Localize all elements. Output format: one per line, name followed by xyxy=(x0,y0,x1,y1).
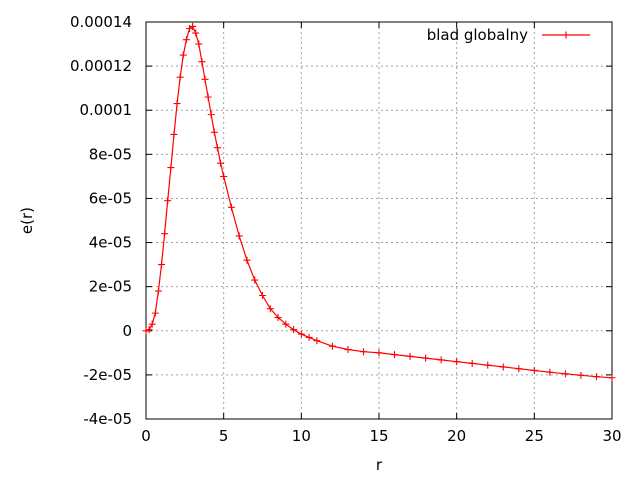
data-point xyxy=(391,351,399,359)
data-point xyxy=(305,333,313,341)
data-point xyxy=(499,363,507,371)
legend: blad globalny xyxy=(427,26,590,44)
data-point xyxy=(313,337,321,345)
data-point xyxy=(192,29,200,37)
y-tick-label: 0.00014 xyxy=(70,13,132,31)
data-point xyxy=(468,359,476,367)
x-tick-label: 30 xyxy=(602,427,621,445)
data-point xyxy=(158,261,166,269)
data-point xyxy=(259,291,266,299)
axis-ticks xyxy=(145,21,613,420)
data-point xyxy=(422,354,430,362)
y-tick-label: 0 xyxy=(122,322,132,340)
data-point xyxy=(592,373,600,381)
data-point xyxy=(274,314,282,322)
data-point xyxy=(359,348,367,356)
y-tick-label: 0.00012 xyxy=(70,57,132,75)
data-point xyxy=(235,232,243,240)
data-point xyxy=(453,358,461,366)
legend-label: blad globalny xyxy=(427,26,528,44)
data-point xyxy=(290,326,298,334)
y-tick-label: -4e-05 xyxy=(83,410,132,428)
y-tick-label: 2e-05 xyxy=(89,278,132,296)
data-point xyxy=(210,128,218,136)
y-tick-label: 8e-05 xyxy=(89,145,132,163)
data-point xyxy=(167,164,175,172)
data-point xyxy=(145,326,153,334)
x-tick-label: 25 xyxy=(525,427,544,445)
data-point xyxy=(161,230,169,238)
grid-lines xyxy=(146,22,612,419)
data-point xyxy=(251,276,259,284)
data-point xyxy=(173,100,181,108)
data-point xyxy=(484,361,492,369)
series-layer xyxy=(142,22,616,382)
data-point xyxy=(243,256,251,264)
legend-marker-plus xyxy=(562,31,570,39)
x-tick-label: 5 xyxy=(219,427,229,445)
data-point xyxy=(577,371,585,379)
data-point xyxy=(608,374,616,382)
data-point xyxy=(375,349,383,357)
data-point xyxy=(344,346,352,354)
x-axis-label: r xyxy=(376,456,383,474)
x-tick-label: 15 xyxy=(369,427,388,445)
data-point xyxy=(164,197,172,205)
data-point xyxy=(176,73,184,81)
data-point xyxy=(204,93,212,101)
data-point xyxy=(151,309,159,317)
data-point xyxy=(328,342,336,350)
data-point xyxy=(530,366,538,374)
data-point xyxy=(201,75,209,83)
y-tick-label: 0.0001 xyxy=(80,101,133,119)
x-tick-label: 10 xyxy=(292,427,311,445)
data-point xyxy=(282,320,290,328)
y-tick-label: -2e-05 xyxy=(83,366,132,384)
data-point xyxy=(266,305,274,313)
data-point xyxy=(437,356,445,364)
data-point xyxy=(546,368,554,376)
plot-frame xyxy=(145,21,613,420)
tick-labels: 0 5 10 15 20 25 30 -4e-05 -2e-05 0 2e-05 4e-05 6e-05… xyxy=(70,13,622,445)
legend-marker-sample xyxy=(562,31,570,39)
data-point xyxy=(217,159,225,167)
y-tick-label: 4e-05 xyxy=(89,234,132,252)
data-point xyxy=(406,352,414,360)
data-point xyxy=(142,327,150,335)
data-point xyxy=(227,203,235,211)
series-markers xyxy=(142,22,616,382)
y-tick-label: 6e-05 xyxy=(89,189,132,207)
data-point xyxy=(148,320,156,328)
data-point xyxy=(207,111,215,119)
data-point xyxy=(198,58,206,66)
y-axis-label: e(r) xyxy=(18,207,36,234)
data-point xyxy=(220,172,228,180)
data-point xyxy=(297,330,305,338)
data-point xyxy=(213,144,221,152)
data-point xyxy=(189,22,197,30)
x-tick-label: 20 xyxy=(447,427,466,445)
x-tick-label: 0 xyxy=(141,427,151,445)
data-point xyxy=(154,287,162,295)
data-point xyxy=(170,130,178,138)
data-point xyxy=(515,365,523,373)
data-point xyxy=(561,370,569,378)
data-point xyxy=(182,36,190,44)
data-point xyxy=(179,51,187,59)
data-point xyxy=(195,40,203,48)
